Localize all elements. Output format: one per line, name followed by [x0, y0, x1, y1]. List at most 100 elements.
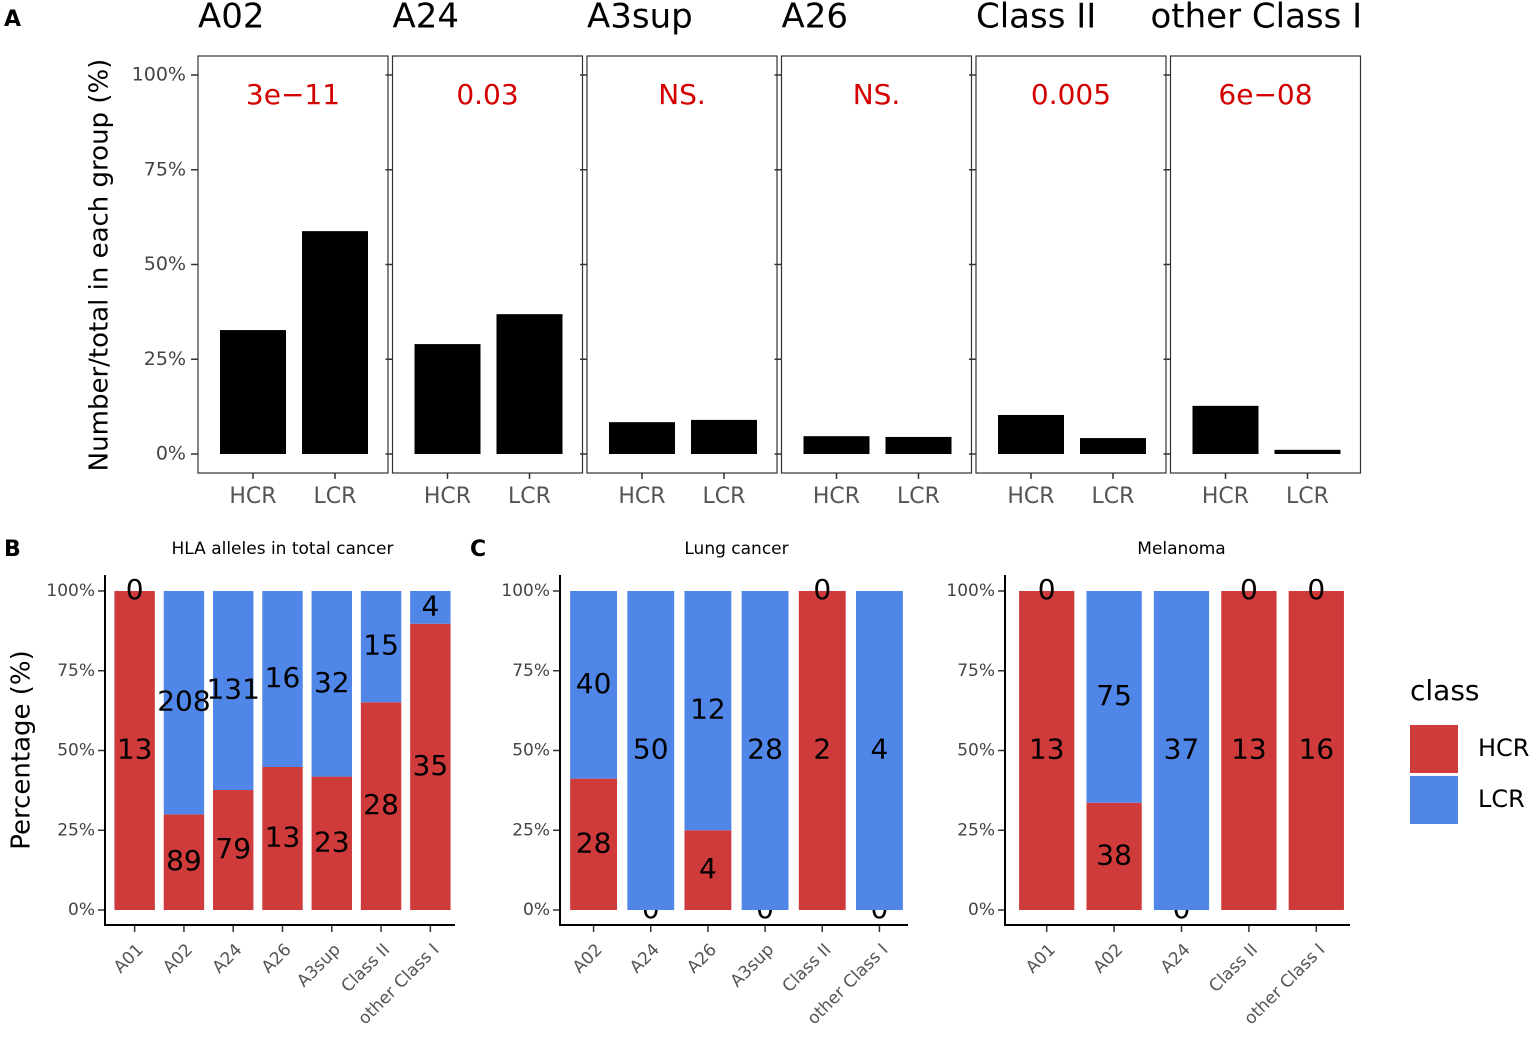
p-value: 0.03	[456, 78, 518, 111]
y-tick-label: 50%	[512, 741, 550, 761]
x-tick-label: A02	[1090, 940, 1128, 978]
bar-segment	[1288, 591, 1344, 910]
facet-title: A26	[782, 0, 849, 37]
data-label: 37	[1164, 733, 1200, 766]
bar-segment	[1221, 591, 1277, 910]
panel-letter: C	[470, 537, 486, 562]
legend-label: LCR	[1478, 785, 1525, 813]
bar-segment	[1019, 591, 1075, 910]
x-tick-label: HCR	[1202, 484, 1249, 509]
bar	[302, 231, 368, 454]
bar-segment	[163, 591, 205, 815]
x-tick-label: LCR	[703, 484, 746, 509]
bar-segment	[570, 591, 618, 779]
facet-panel	[975, 55, 1167, 474]
data-label: 4	[699, 852, 717, 885]
y-tick-label: 0%	[523, 900, 550, 920]
data-label: 89	[166, 844, 202, 877]
bar	[414, 344, 481, 454]
panel-letter: B	[4, 537, 21, 562]
x-tick-label: LCR	[1092, 484, 1135, 509]
legend-title: class	[1410, 674, 1480, 707]
y-tick-label: 50%	[144, 253, 186, 275]
bar	[220, 330, 286, 454]
x-tick-label: A3sup	[727, 940, 779, 992]
x-tick-label: A24	[209, 940, 247, 978]
x-tick-label: A26	[258, 940, 296, 978]
bar	[609, 422, 675, 454]
bar-segment	[741, 591, 789, 910]
bar	[803, 436, 870, 454]
y-tick-label: 75%	[144, 158, 186, 180]
facet-title: other Class I	[1151, 0, 1363, 37]
p-value: 3e−11	[246, 78, 340, 111]
y-tick-label: 25%	[957, 820, 995, 840]
y-tick-label: 75%	[957, 661, 995, 681]
x-tick-label: A02	[159, 940, 197, 978]
data-label: 16	[1298, 733, 1334, 766]
chart-title: HLA alleles in total cancer	[172, 539, 394, 559]
bar-segment	[163, 814, 205, 910]
bar-segment	[213, 789, 254, 910]
x-tick-label: A24	[626, 940, 664, 978]
panel-letter: A	[4, 7, 21, 32]
x-tick-label: HCR	[618, 484, 665, 509]
data-label: 75	[1096, 679, 1132, 712]
data-label: 4	[871, 733, 889, 766]
y-tick-label: 100%	[132, 64, 186, 86]
data-label: 28	[747, 733, 783, 766]
chart-title: Melanoma	[1137, 539, 1225, 559]
bar	[496, 314, 563, 454]
bar	[1274, 449, 1341, 454]
data-label: 0	[1038, 573, 1056, 606]
data-label: 131	[206, 672, 259, 705]
y-tick-label: 100%	[501, 581, 550, 601]
data-label: 0	[126, 573, 144, 606]
y-axis-label: Percentage (%)	[7, 650, 37, 850]
legend-key	[1410, 725, 1458, 773]
y-tick-label: 0%	[968, 900, 995, 920]
p-value: 6e−08	[1218, 78, 1312, 111]
bar-segment	[684, 591, 732, 831]
y-tick-label: 100%	[946, 581, 995, 601]
y-tick-label: 75%	[57, 661, 95, 681]
facet-panel	[780, 55, 973, 474]
y-axis-label: Number/total in each group (%)	[85, 59, 115, 472]
bar-segment	[213, 591, 254, 790]
bar-segment	[1153, 591, 1210, 910]
data-label: 23	[314, 825, 350, 858]
bar	[1192, 405, 1259, 454]
x-tick-label: LCR	[314, 484, 357, 509]
data-label: 40	[576, 667, 612, 700]
bar-segment	[410, 591, 451, 624]
facet-panel	[586, 55, 778, 474]
x-tick-label: LCR	[897, 484, 940, 509]
y-tick-label: 25%	[144, 348, 186, 370]
x-tick-label: LCR	[508, 484, 551, 509]
data-label: 16	[265, 661, 301, 694]
x-tick-label: A26	[683, 940, 721, 978]
bar-segment	[1086, 591, 1142, 803]
bar-segment	[855, 591, 903, 910]
bar-segment	[410, 623, 451, 910]
y-tick-label: 0%	[156, 443, 186, 465]
bar-segment	[684, 830, 732, 910]
facet-title: A02	[198, 0, 265, 37]
bar	[998, 414, 1064, 454]
chart-title: Lung cancer	[684, 539, 788, 559]
x-tick-label: A02	[569, 940, 607, 978]
x-tick-label: A3sup	[293, 940, 345, 992]
bar	[1080, 438, 1146, 454]
y-tick-label: 50%	[57, 741, 95, 761]
bar-segment	[262, 591, 303, 767]
data-label: 13	[117, 733, 153, 766]
y-tick-label: 25%	[57, 820, 95, 840]
bar-segment	[798, 591, 846, 910]
bar	[691, 419, 757, 454]
y-tick-label: 0%	[68, 900, 95, 920]
x-tick-label: HCR	[1007, 484, 1054, 509]
p-value: NS.	[853, 78, 901, 111]
legend-label: HCR	[1478, 734, 1529, 762]
bar-segment	[1086, 802, 1142, 910]
